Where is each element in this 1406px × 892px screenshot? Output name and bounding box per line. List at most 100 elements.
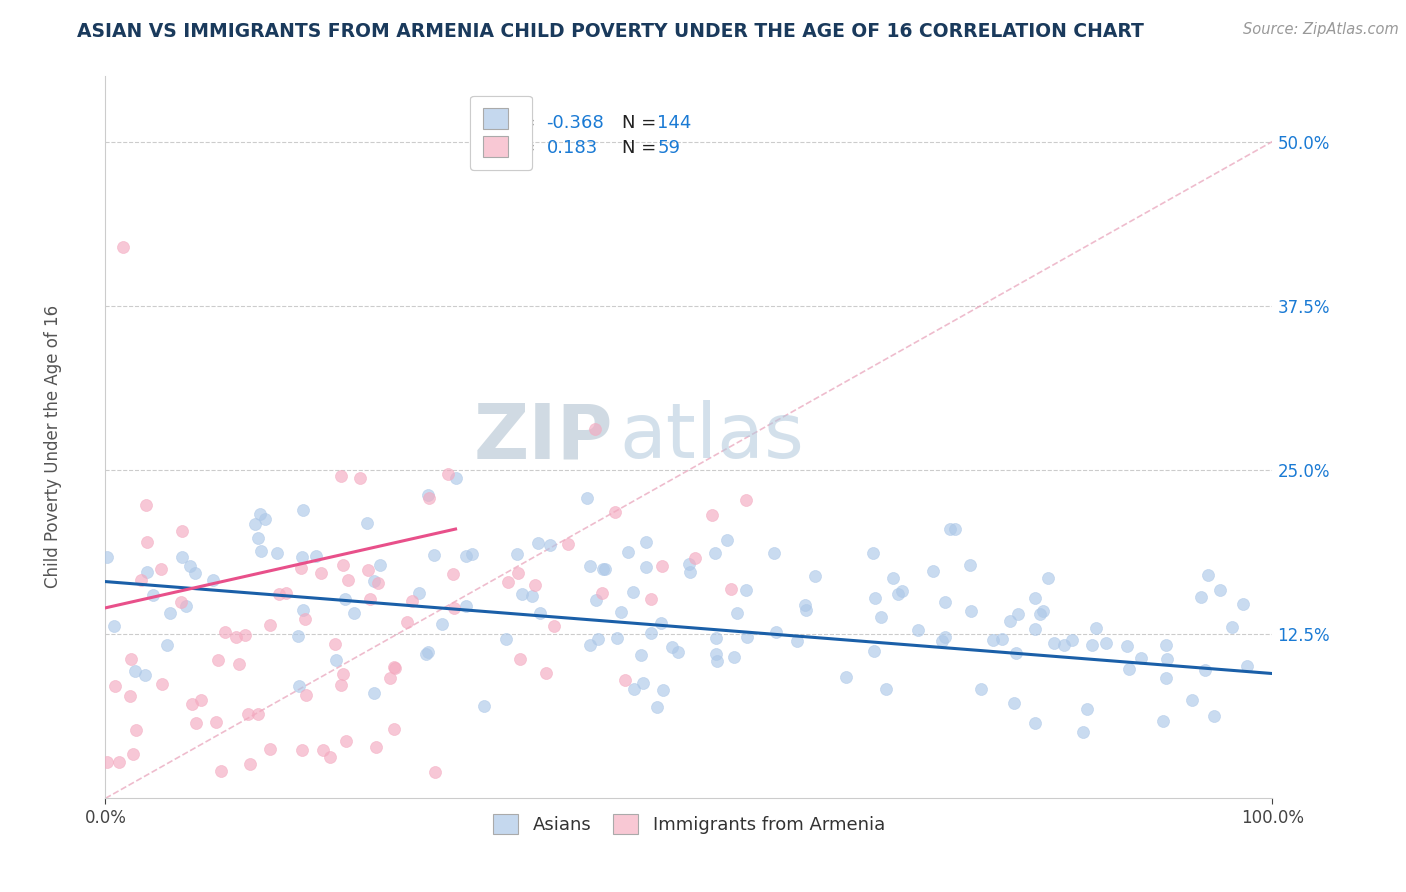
Point — [287, 679, 309, 693]
Point — [591, 586, 613, 600]
Point — [735, 630, 758, 644]
Point — [269, 587, 291, 601]
Point — [444, 471, 467, 485]
Point — [330, 678, 353, 692]
Point — [702, 508, 724, 522]
Point — [135, 565, 157, 579]
Text: 144: 144 — [658, 114, 692, 132]
Point — [335, 734, 357, 748]
Point — [150, 677, 173, 691]
Point — [150, 561, 173, 575]
Point — [118, 690, 141, 704]
Point — [1024, 716, 1046, 731]
Point — [506, 547, 529, 561]
Point — [172, 524, 194, 539]
Point — [276, 586, 298, 600]
Point — [259, 617, 281, 632]
Point — [735, 492, 758, 507]
Point — [1053, 638, 1076, 652]
Point — [723, 649, 745, 664]
Point — [934, 630, 956, 644]
Point — [312, 743, 335, 757]
Point — [382, 660, 405, 674]
Point — [863, 644, 886, 658]
Text: N =: N = — [623, 139, 662, 157]
Point — [121, 747, 143, 762]
Point — [991, 632, 1014, 646]
Point — [363, 574, 385, 588]
Point — [292, 603, 315, 617]
Point — [254, 512, 277, 526]
Text: 59: 59 — [658, 139, 681, 157]
Point — [181, 698, 204, 712]
Point — [631, 676, 654, 690]
Point — [294, 612, 316, 626]
Point — [922, 564, 945, 578]
Point — [249, 507, 271, 521]
Point — [384, 722, 406, 736]
Point — [332, 667, 354, 681]
Point — [443, 601, 465, 615]
Point — [1038, 571, 1060, 585]
Point — [378, 671, 401, 685]
Point — [291, 549, 314, 564]
Point — [593, 562, 616, 576]
Point — [233, 628, 256, 642]
Point — [287, 629, 309, 643]
Point — [981, 633, 1004, 648]
Text: R =: R = — [502, 114, 541, 132]
Point — [630, 648, 652, 662]
Point — [509, 652, 531, 666]
Point — [875, 681, 897, 696]
Point — [706, 654, 728, 668]
Point — [454, 549, 477, 563]
Point — [1076, 702, 1098, 716]
Text: Source: ZipAtlas.com: Source: ZipAtlas.com — [1243, 22, 1399, 37]
Point — [209, 764, 232, 779]
Point — [603, 505, 626, 519]
Point — [416, 488, 439, 502]
Point — [1116, 639, 1139, 653]
Point — [585, 592, 607, 607]
Point — [343, 607, 366, 621]
Point — [650, 615, 672, 630]
Text: -0.368: -0.368 — [547, 114, 605, 132]
Point — [588, 632, 610, 647]
Point — [290, 743, 312, 757]
Point — [522, 589, 544, 603]
Point — [290, 561, 312, 575]
Point — [430, 617, 453, 632]
Point — [765, 625, 787, 640]
Point — [174, 599, 197, 613]
Point — [960, 604, 983, 618]
Point — [835, 670, 858, 684]
Point — [1028, 607, 1050, 622]
Point — [295, 688, 318, 702]
Point — [666, 645, 689, 659]
Point — [243, 517, 266, 532]
Point — [1071, 725, 1094, 739]
Point — [506, 566, 529, 581]
Point — [259, 741, 281, 756]
Point — [236, 706, 259, 721]
Point — [1194, 664, 1216, 678]
Point — [135, 499, 157, 513]
Point — [454, 599, 477, 614]
Point — [725, 606, 748, 620]
Point — [179, 559, 201, 574]
Point — [1232, 597, 1254, 611]
Point — [683, 550, 706, 565]
Point — [1220, 620, 1243, 634]
Point — [207, 652, 229, 666]
Point — [882, 571, 904, 585]
Point — [640, 591, 662, 606]
Point — [367, 575, 389, 590]
Point — [461, 547, 484, 561]
Point — [239, 756, 262, 771]
Point — [578, 558, 600, 573]
Point — [437, 467, 460, 482]
Point — [184, 716, 207, 731]
Point — [617, 544, 640, 558]
Point — [1152, 714, 1174, 729]
Point — [762, 546, 785, 560]
